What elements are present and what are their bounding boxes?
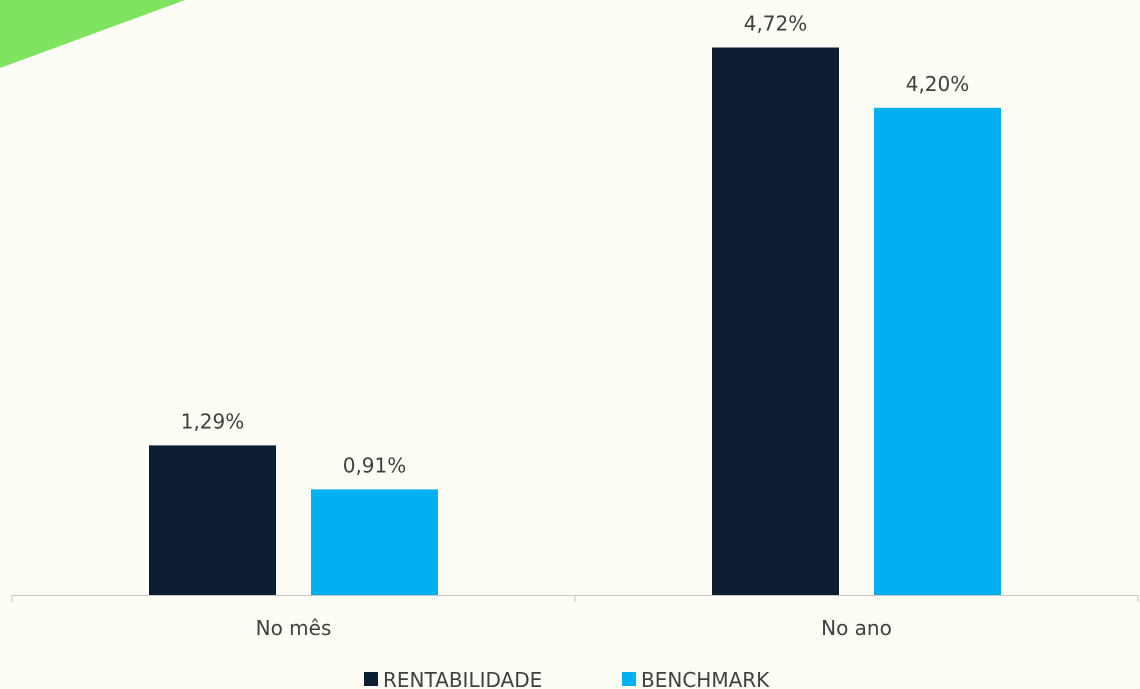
legend: RENTABILIDADE BENCHMARK — [364, 668, 770, 689]
x-axis: No mês No ano — [11, 595, 1139, 640]
data-label-benchmark-1: 4,20% — [906, 72, 970, 96]
legend-swatch-benchmark — [622, 672, 636, 686]
bar-rentabilidade-1 — [712, 47, 839, 595]
legend-label-rentabilidade: RENTABILIDADE — [383, 668, 542, 689]
data-label-rentabilidade-1: 4,72% — [744, 12, 808, 36]
data-label-benchmark-0: 0,91% — [343, 453, 407, 477]
data-labels-layer: 1,29% 0,91% 4,72% 4,20% — [181, 12, 970, 478]
bars-layer — [149, 47, 1001, 596]
category-label-1: No ano — [821, 616, 892, 640]
legend-label-benchmark: BENCHMARK — [641, 668, 770, 689]
bar-rentabilidade-0 — [149, 445, 276, 595]
bar-benchmark-1 — [874, 107, 1001, 596]
category-label-0: No mês — [256, 616, 332, 640]
accent-corner-shape — [0, 0, 185, 68]
legend-swatch-rentabilidade — [364, 672, 378, 686]
data-label-rentabilidade-0: 1,29% — [181, 409, 245, 433]
bar-benchmark-0 — [311, 489, 438, 595]
